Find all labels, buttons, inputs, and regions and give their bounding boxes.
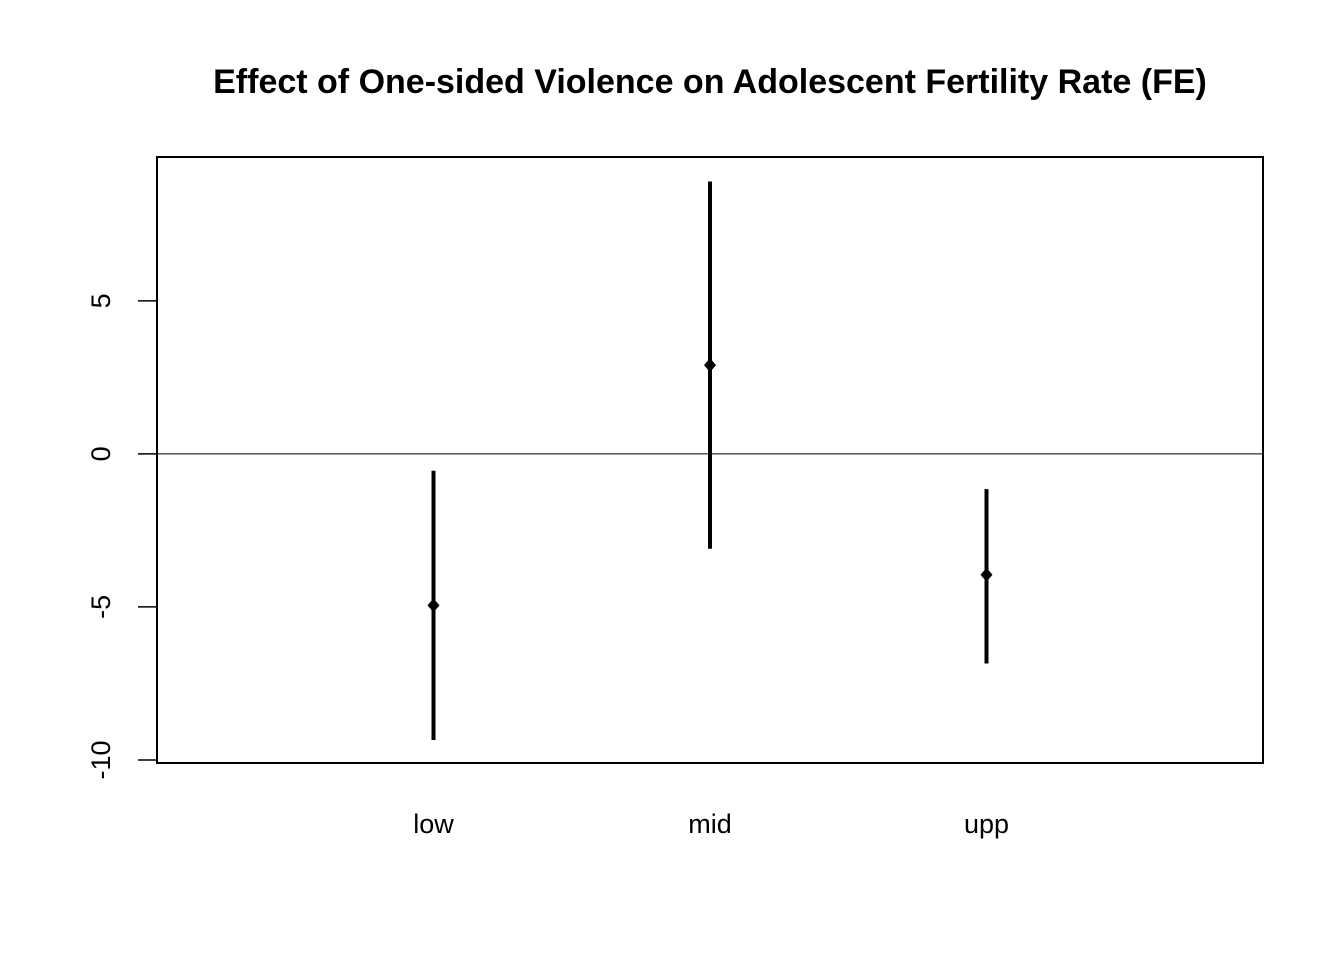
x-tick-label-upp: upp — [964, 809, 1009, 839]
y-tick-label: 0 — [86, 446, 116, 461]
x-axis: low mid upp — [413, 809, 1009, 839]
point-estimate-mid — [704, 358, 716, 373]
y-tick-label: 5 — [86, 293, 116, 308]
point-estimate-low — [427, 598, 440, 613]
x-tick-label-mid: mid — [688, 809, 732, 839]
y-tick-label: -5 — [86, 595, 116, 619]
y-tick-label: -10 — [86, 740, 116, 779]
chart-title: Effect of One-sided Violence on Adolesce… — [213, 63, 1207, 101]
x-tick-label-low: low — [413, 809, 454, 839]
y-axis: -10 -5 0 5 — [86, 293, 158, 779]
point-estimate-upp — [980, 567, 993, 582]
error-bars — [157, 181, 1263, 741]
